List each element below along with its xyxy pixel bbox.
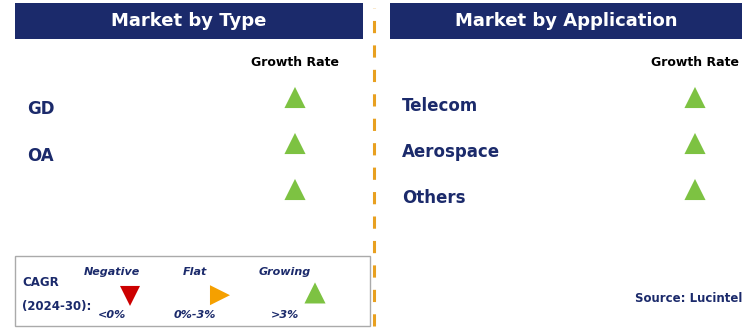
Text: Market by Application: Market by Application [455, 12, 677, 30]
Text: >3%: >3% [271, 311, 299, 321]
Text: Growing: Growing [259, 267, 311, 277]
Text: Growth Rate: Growth Rate [251, 55, 339, 68]
Text: Source: Lucintel: Source: Lucintel [635, 293, 742, 306]
Text: 0%-3%: 0%-3% [173, 311, 216, 321]
Text: Aerospace: Aerospace [402, 143, 500, 161]
Text: Market by Type: Market by Type [111, 12, 267, 30]
Text: Flat: Flat [182, 267, 207, 277]
Bar [15, 3, 363, 39]
Bar [390, 3, 742, 39]
Text: Negative: Negative [84, 267, 140, 277]
Bar [15, 256, 370, 326]
Text: (2024-30):: (2024-30): [22, 300, 92, 313]
Text: CAGR: CAGR [22, 276, 59, 289]
Text: Telecom: Telecom [402, 97, 478, 115]
Text: OA: OA [27, 147, 53, 165]
Text: <0%: <0% [98, 311, 126, 321]
Text: GD: GD [27, 100, 55, 118]
Text: Growth Rate: Growth Rate [651, 55, 739, 68]
Text: Others: Others [402, 189, 466, 207]
